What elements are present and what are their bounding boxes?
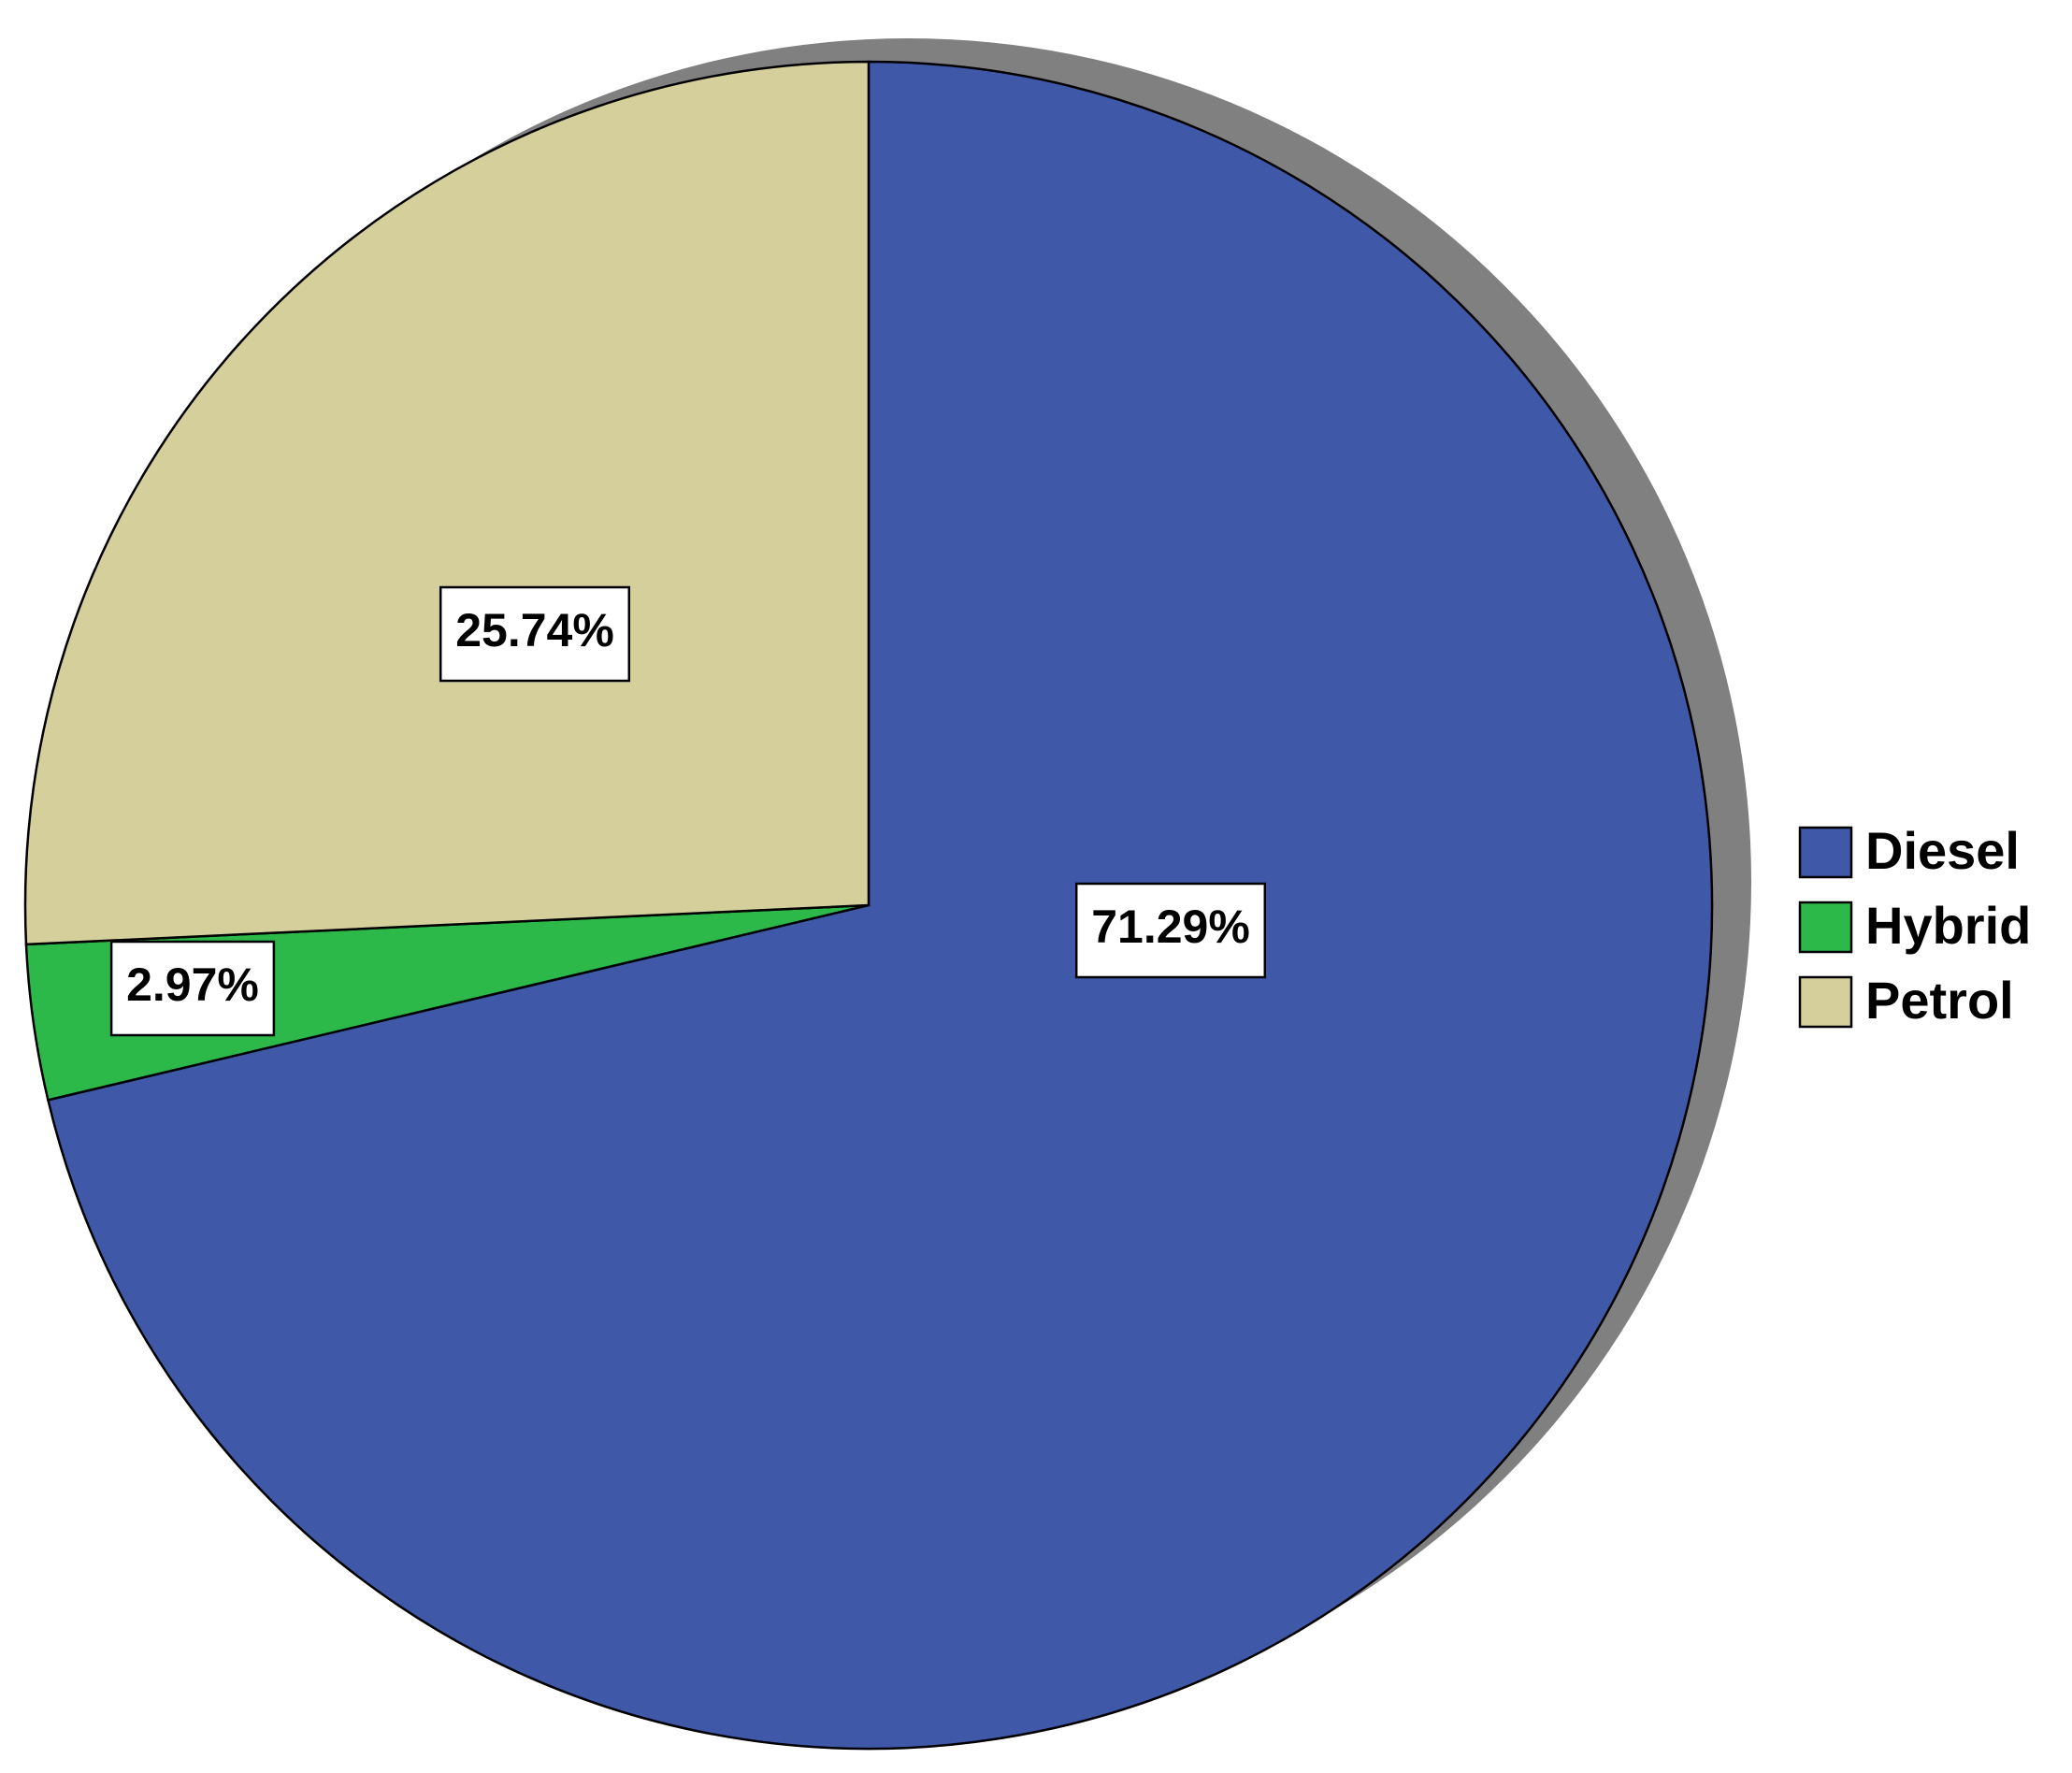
legend-swatch	[1798, 826, 1853, 879]
value-label: 71.29%	[1091, 901, 1250, 953]
value-label-box	[109, 940, 276, 1037]
value-label: 2.97%	[126, 959, 259, 1011]
legend-swatch	[1798, 901, 1853, 954]
legend-swatch	[1798, 975, 1853, 1029]
value-label-box	[1074, 882, 1267, 979]
value-label-box	[439, 585, 631, 683]
pie-slice	[23, 60, 871, 946]
legend-label: Diesel	[1865, 821, 2020, 880]
pie-slice	[46, 60, 1714, 1751]
legend-label: Hybrid	[1865, 896, 2031, 955]
value-label: 25.74%	[455, 604, 614, 656]
legend-label: Petrol	[1865, 971, 2014, 1030]
